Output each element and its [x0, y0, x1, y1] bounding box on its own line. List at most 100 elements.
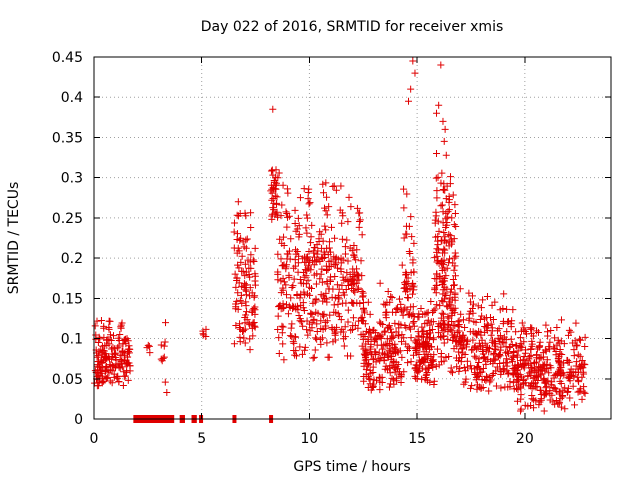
data-point: [304, 331, 312, 339]
data-point: [544, 332, 552, 340]
data-point: [115, 378, 123, 386]
data-point: [100, 334, 108, 342]
data-point: [295, 230, 303, 238]
data-point: [279, 275, 287, 283]
data-point: [307, 309, 315, 317]
data-point: [379, 345, 387, 353]
data-point: [349, 265, 357, 273]
data-point: [467, 362, 475, 370]
data-point: [279, 340, 287, 348]
data-point: [344, 352, 352, 360]
data-point: [521, 359, 529, 367]
data-point: [241, 314, 249, 322]
data-point: [532, 358, 540, 366]
data-point: [441, 233, 449, 241]
data-point: [291, 262, 299, 270]
data-point: [381, 327, 389, 335]
data-point: [313, 241, 321, 249]
data-point: [531, 359, 539, 367]
data-point: [344, 318, 352, 326]
data-point: [390, 380, 398, 388]
data-point: [403, 270, 411, 278]
data-point: [569, 339, 577, 347]
data-point: [319, 180, 327, 188]
data-point: [202, 325, 210, 333]
data-point: [380, 300, 388, 308]
data-point: [400, 368, 408, 376]
data-point: [574, 351, 582, 359]
data-point: [573, 341, 581, 349]
data-point: [251, 281, 259, 289]
data-point: [230, 219, 238, 227]
data-point: [451, 289, 459, 297]
data-point: [322, 179, 330, 187]
data-point: [353, 276, 361, 284]
data-point: [360, 362, 368, 370]
data-point: [479, 365, 487, 373]
data-point: [573, 373, 581, 381]
data-point: [520, 324, 528, 332]
data-point: [318, 253, 326, 261]
data-point: [348, 284, 356, 292]
data-point: [566, 394, 574, 402]
data-point: [273, 179, 281, 187]
data-point: [412, 339, 420, 347]
data-point: [438, 237, 446, 245]
data-point: [359, 292, 367, 300]
data-point: [350, 251, 358, 259]
data-point: [450, 221, 458, 229]
data-point: [482, 314, 490, 322]
data-point: [249, 332, 257, 340]
data-point: [406, 249, 414, 257]
data-point: [381, 365, 389, 373]
data-point: [269, 195, 277, 203]
data-point: [574, 376, 582, 384]
data-point: [546, 396, 554, 404]
data-point: [434, 173, 442, 181]
data-point: [477, 384, 485, 392]
data-point: [392, 305, 400, 313]
data-point: [551, 334, 559, 342]
data-point: [311, 346, 319, 354]
data-point: [361, 332, 369, 340]
data-point: [337, 182, 345, 190]
data-point: [323, 295, 331, 303]
data-point: [283, 185, 291, 193]
data-point: [360, 350, 368, 358]
data-point: [527, 367, 535, 375]
data-point: [488, 338, 496, 346]
data-point: [313, 250, 321, 258]
data-point: [555, 359, 563, 367]
data-point: [518, 362, 526, 370]
data-point: [516, 334, 524, 342]
data-point: [565, 326, 573, 334]
data-point: [312, 296, 320, 304]
data-point: [435, 361, 443, 369]
data-point: [410, 322, 418, 330]
data-point: [319, 311, 327, 319]
data-point: [513, 384, 521, 392]
data-point: [367, 333, 375, 341]
data-point: [268, 215, 276, 223]
data-point: [308, 310, 316, 318]
data-point: [528, 395, 536, 403]
data-point: [433, 187, 441, 195]
data-point: [571, 401, 579, 409]
data-point: [438, 169, 446, 177]
data-point: [572, 319, 580, 327]
data-point: [101, 368, 109, 376]
data-point: [103, 362, 111, 370]
data-point: [113, 375, 121, 383]
data-point: [448, 311, 456, 319]
data-point: [490, 356, 498, 364]
data-point: [476, 316, 484, 324]
data-point: [487, 320, 495, 328]
data-point: [398, 338, 406, 346]
data-point: [303, 211, 311, 219]
data-point: [117, 357, 125, 365]
data-point: [364, 337, 372, 345]
data-point: [402, 285, 410, 293]
data-point: [230, 228, 238, 236]
data-point: [438, 309, 446, 317]
data-point: [422, 366, 430, 374]
